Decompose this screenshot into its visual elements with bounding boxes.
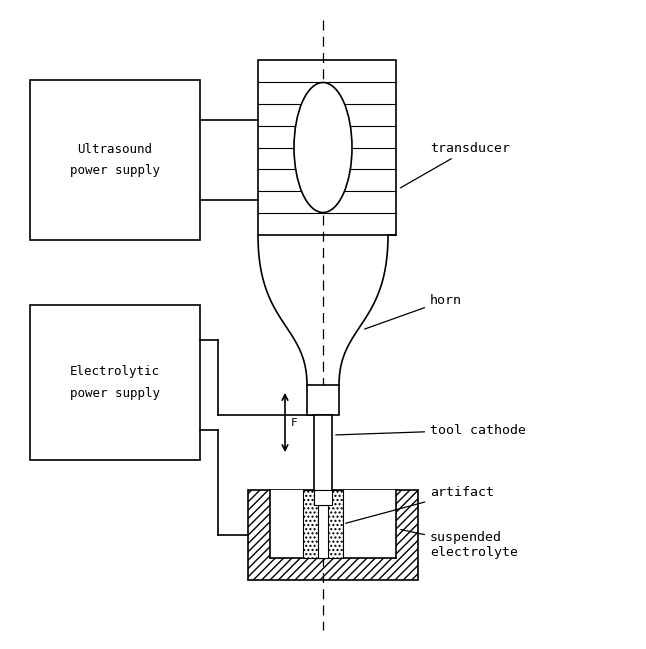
- Bar: [248, 490, 418, 580]
- Bar: [30, 305, 200, 460]
- Bar: [270, 490, 396, 558]
- Text: tool cathode: tool cathode: [336, 424, 526, 437]
- Bar: [314, 415, 332, 505]
- Text: horn: horn: [364, 293, 462, 329]
- Text: Ultrasound
power supply: Ultrasound power supply: [70, 143, 160, 177]
- Text: transducer: transducer: [401, 141, 510, 188]
- Ellipse shape: [294, 82, 352, 212]
- Bar: [258, 60, 396, 235]
- Bar: [314, 490, 332, 505]
- Bar: [30, 80, 200, 240]
- Bar: [303, 490, 343, 558]
- Text: Electrolytic
power supply: Electrolytic power supply: [70, 365, 160, 400]
- Text: F: F: [291, 417, 298, 428]
- Text: artifact: artifact: [346, 485, 494, 523]
- Bar: [307, 385, 339, 415]
- Text: suspended
electrolyte: suspended electrolyte: [401, 530, 518, 559]
- Bar: [318, 505, 328, 558]
